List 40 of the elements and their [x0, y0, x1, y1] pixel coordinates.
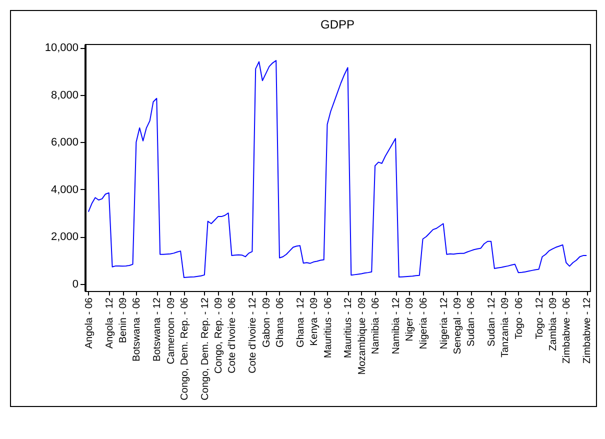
- x-tick-label: Mozambique - 09: [356, 297, 368, 375]
- x-tick-label: Nigeria - 12: [438, 297, 450, 350]
- x-tick-label: Angola - 06: [84, 297, 95, 349]
- x-tick-label: Mauritius - 06: [322, 297, 334, 358]
- x-tick-label: Senegal - 09: [452, 297, 464, 354]
- x-tick-label: Angola - 12: [104, 297, 116, 349]
- x-tick-label: Botswana - 12: [152, 297, 164, 362]
- x-tick-label: Mauritius - 12: [343, 297, 354, 358]
- x-tick-label: Cameroon - 09: [166, 297, 177, 364]
- x-tick-label: Congo, Dem. Rep. - 06: [179, 297, 190, 400]
- x-tick-label: Togo - 06: [514, 297, 525, 340]
- x-tick-label: Togo - 12: [534, 297, 546, 340]
- x-tick-label: Nigeria - 06: [418, 297, 430, 350]
- y-tick-label: 0: [72, 278, 78, 290]
- x-tick-label: Ghana - 06: [274, 297, 286, 348]
- x-tick-label: Sudan - 06: [466, 297, 478, 346]
- y-tick-label: 4,000: [50, 184, 78, 196]
- y-tick-label: 10,000: [44, 42, 78, 54]
- x-tick-label: Namibia - 06: [370, 297, 382, 354]
- x-tick-label: Kenya - 09: [309, 297, 320, 346]
- x-tick-label: Sudan - 12: [486, 297, 498, 346]
- y-tick-label: 2,000: [50, 231, 78, 244]
- x-tick-label: Zimbabwe - 06: [562, 297, 573, 364]
- y-tick-label: 6,000: [50, 136, 78, 149]
- x-tick-label: Tanzania - 09: [500, 297, 512, 358]
- y-tick-label: 8,000: [50, 89, 78, 102]
- x-tick-label: Congo, Dem. Rep. - 12: [200, 297, 211, 400]
- x-tick-label: Gabon - 09: [261, 297, 272, 348]
- x-tick-label: Cote d'Ivoire - 06: [227, 297, 238, 374]
- chart-title: GDPP: [320, 18, 355, 32]
- x-tick-label: Ghana - 12: [295, 297, 306, 348]
- line-series: [88, 60, 588, 278]
- x-tick-label: Botswana - 06: [132, 297, 143, 362]
- x-tick-label: Benin - 09: [118, 297, 130, 344]
- x-tick-label: Niger - 09: [404, 297, 416, 342]
- x-tick-label: Zimbabwe - 12: [582, 297, 594, 364]
- x-tick-label: Cote d'Ivoire - 12: [248, 297, 259, 374]
- x-tick-label: Namibia - 12: [391, 297, 402, 354]
- x-tick-label: Zambia - 09: [548, 297, 559, 351]
- x-tick-label: Congo, Rep. - 09: [214, 297, 225, 374]
